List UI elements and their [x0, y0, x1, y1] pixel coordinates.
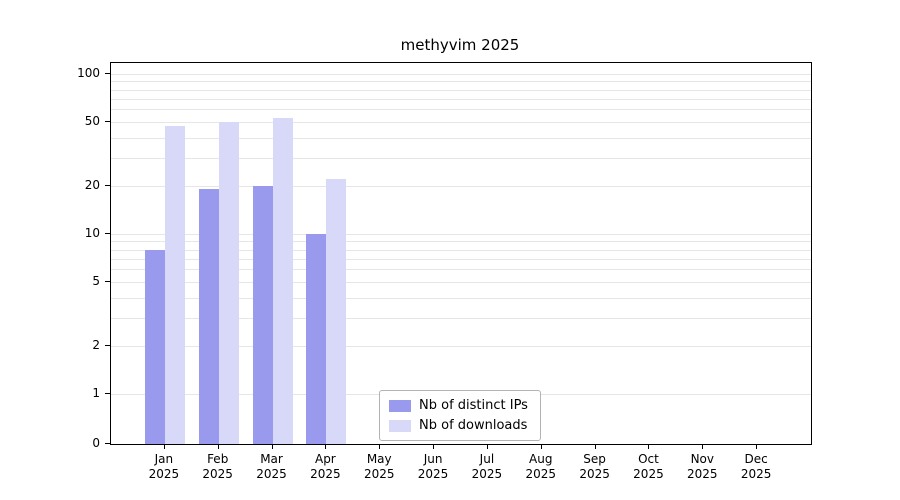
x-tick-mark [540, 444, 542, 449]
gridline [111, 269, 811, 271]
x-tick-label: Nov 2025 [687, 452, 718, 481]
y-tick-label: 2 [92, 337, 100, 352]
gridline [111, 282, 811, 284]
x-tick-label: May 2025 [363, 452, 395, 481]
y-tick-label: 50 [84, 114, 100, 129]
gridline [111, 157, 811, 159]
y-tick-mark [105, 121, 110, 123]
x-tick-mark [594, 444, 596, 449]
x-tick-label: Jun 2025 [417, 452, 449, 481]
x-tick-mark [648, 444, 650, 449]
y-tick-mark [105, 281, 110, 283]
legend-item-downloads: Nb of downloads [389, 418, 528, 433]
legend-item-distinct-ips: Nb of distinct IPs [389, 398, 528, 413]
y-tick-mark [105, 344, 110, 346]
chart-title: methyvim 2025 [400, 36, 520, 54]
x-tick-mark [163, 444, 165, 449]
bar-downloads-apr [326, 179, 347, 444]
gridline [111, 122, 811, 124]
y-tick-label: 5 [92, 274, 100, 289]
bar-downloads-mar [272, 118, 293, 444]
x-tick-label: Mar 2025 [256, 452, 287, 481]
x-tick-mark [379, 444, 381, 449]
bar-distinct-ips-mar [252, 185, 273, 444]
x-tick-mark [271, 444, 273, 449]
x-tick-mark [756, 444, 758, 449]
gridline [111, 89, 811, 91]
x-tick-label: Oct 2025 [633, 452, 664, 481]
legend-swatch-downloads [389, 419, 411, 432]
y-tick-mark [105, 73, 110, 74]
y-tick-label: 0 [92, 436, 100, 450]
gridline [111, 249, 811, 251]
y-tick-label: 100 [77, 66, 100, 80]
x-tick-label: Jul 2025 [471, 452, 503, 481]
x-tick-label: Apr 2025 [310, 452, 341, 481]
gridline [111, 74, 811, 75]
bar-distinct-ips-feb [198, 189, 219, 444]
bar-downloads-feb [218, 122, 239, 444]
bar-distinct-ips-apr [306, 234, 327, 444]
y-tick-mark [105, 184, 110, 186]
gridline [111, 297, 811, 299]
x-tick-mark [486, 444, 488, 449]
y-tick-mark [105, 393, 110, 394]
x-tick-label: Feb 2025 [202, 452, 233, 481]
gridline [111, 98, 811, 100]
y-tick-label: 20 [84, 177, 100, 192]
legend-label-downloads: Nb of downloads [419, 418, 528, 433]
x-tick-label: Sep 2025 [579, 452, 610, 481]
y-tick-mark [105, 443, 110, 444]
gridline [111, 109, 811, 111]
x-tick-mark [325, 444, 327, 449]
gridline [111, 185, 811, 187]
gridline [111, 345, 811, 347]
gridline [111, 137, 811, 139]
gridline [111, 81, 811, 83]
gridline [111, 234, 811, 235]
x-tick-mark [433, 444, 435, 449]
x-tick-mark [702, 444, 704, 449]
legend-swatch-distinct-ips [389, 399, 411, 412]
gridline [111, 258, 811, 260]
y-tick-mark [105, 233, 110, 234]
gridline [111, 241, 811, 243]
bar-downloads-jan [164, 126, 185, 444]
x-tick-label: Jan 2025 [148, 452, 180, 481]
y-tick-label: 1 [92, 386, 100, 400]
legend-label-distinct-ips: Nb of distinct IPs [419, 398, 528, 413]
legend: Nb of distinct IPs Nb of downloads [379, 390, 541, 441]
x-tick-mark [217, 444, 219, 449]
y-tick-label: 10 [84, 226, 100, 240]
plot-area: Nb of distinct IPs Nb of downloads [110, 62, 812, 445]
x-tick-label: Aug 2025 [525, 452, 557, 481]
x-tick-label: Dec 2025 [740, 452, 772, 481]
gridline [111, 317, 811, 319]
bar-distinct-ips-jan [144, 249, 165, 444]
